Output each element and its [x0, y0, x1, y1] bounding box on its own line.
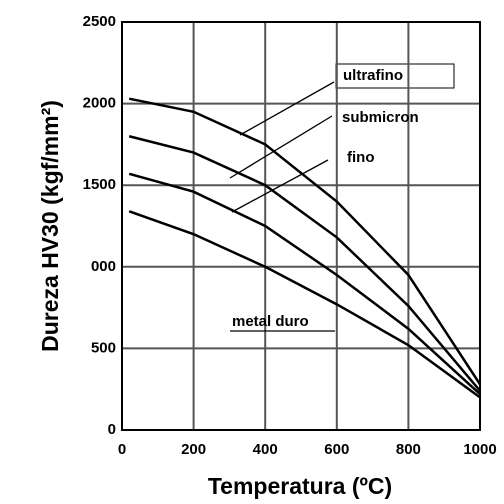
- series-label: submicron: [342, 109, 419, 126]
- x-tick-label: 600: [324, 441, 349, 458]
- x-axis-title: Temperatura (ºC): [208, 473, 392, 499]
- line-series: [128, 210, 481, 399]
- leader-line: [229, 115, 333, 179]
- plot-frame: [121, 21, 481, 431]
- series-label: fino: [347, 149, 375, 166]
- y-tick-label: 2000: [83, 95, 116, 112]
- x-tick-label: 200: [181, 441, 206, 458]
- y-axis-title: Dureza HV30 (kgf/mm²): [37, 100, 63, 352]
- y-tick-label: 000: [91, 258, 116, 275]
- leader-line: [239, 81, 335, 136]
- line-series: [128, 97, 482, 385]
- x-tick-label: 1000: [463, 441, 496, 458]
- leader-line: [231, 159, 329, 213]
- series-label: ultrafino: [343, 67, 403, 84]
- series-label: metal duro: [232, 313, 309, 330]
- y-tick-label: 500: [91, 339, 116, 356]
- line-series: [128, 135, 481, 392]
- x-tick-label: 800: [396, 441, 421, 458]
- x-tick-label: 0: [118, 441, 126, 458]
- line-series: [128, 172, 481, 396]
- y-tick-label: 0: [108, 421, 116, 438]
- y-tick-label: 2500: [83, 13, 116, 30]
- x-tick-label: 400: [253, 441, 278, 458]
- y-tick-label: 1500: [83, 176, 116, 193]
